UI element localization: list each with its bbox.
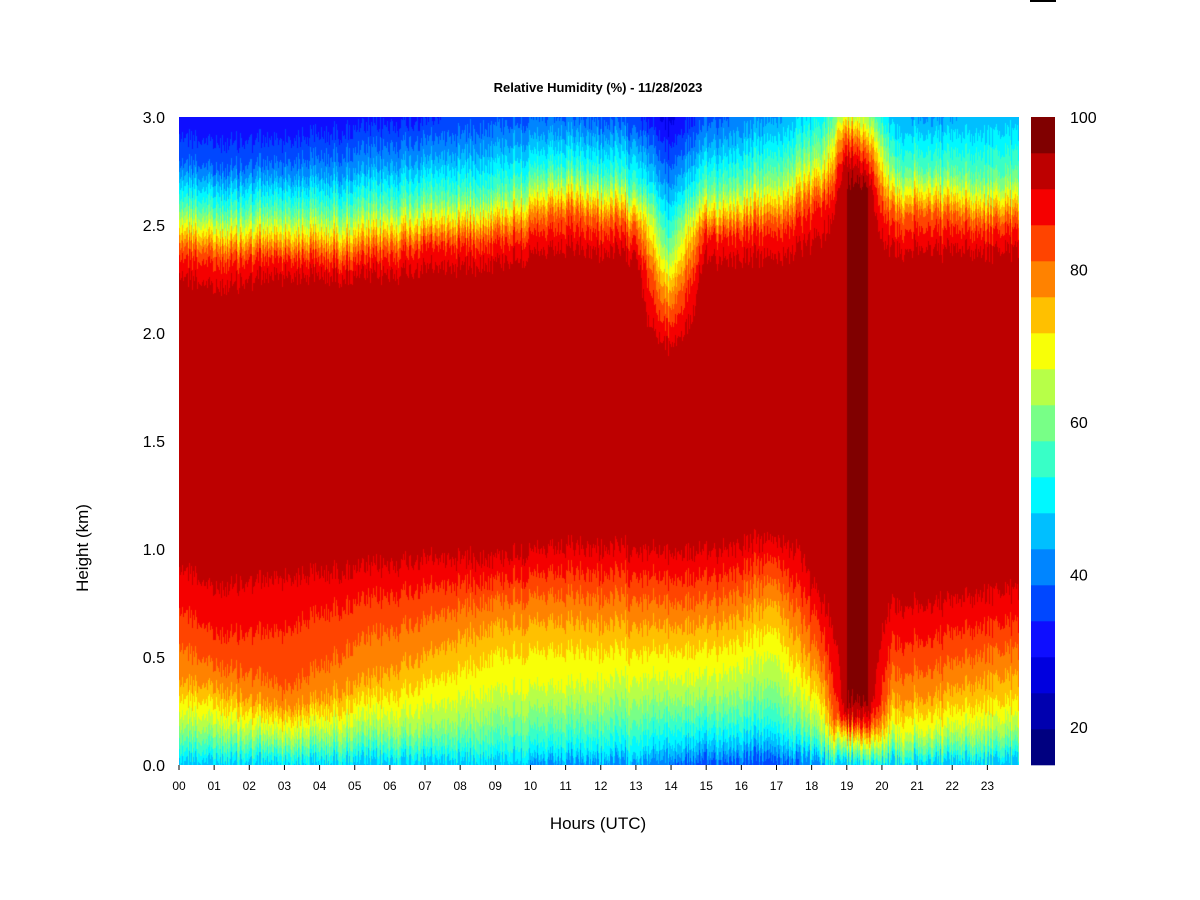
- colorbar-level: [1031, 225, 1055, 262]
- colorbar-level: [1031, 117, 1055, 154]
- colorbar-level: [1031, 441, 1055, 478]
- x-tick-label: 01: [207, 779, 221, 793]
- colorbar-tick-label: 100: [1070, 110, 1097, 127]
- colorbar-level: [1031, 693, 1055, 730]
- colorbar-level: [1031, 333, 1055, 370]
- x-axis: 00 01 02 03 04 05 06 07 08 09 10 11 12 13 14 15 16 17 18 19…: [172, 765, 994, 793]
- x-tick-label: 10: [524, 779, 538, 793]
- x-tick-label: 07: [418, 779, 432, 793]
- x-tick-label: 11: [559, 779, 572, 793]
- colorbar-level: [1031, 405, 1055, 442]
- y-tick-label: 2.0: [143, 326, 165, 343]
- colorbar-level: [1031, 477, 1055, 514]
- x-tick-label: 21: [910, 779, 924, 793]
- colorbar-level: [1031, 657, 1055, 694]
- x-tick-label: 23: [981, 779, 995, 793]
- colorbar-level: [1031, 729, 1055, 766]
- x-tick-label: 08: [453, 779, 467, 793]
- x-tick-label: 00: [172, 779, 186, 793]
- x-tick-label: 15: [700, 779, 714, 793]
- colorbar-level: [1031, 261, 1055, 298]
- colorbar-tick-label: 20: [1070, 720, 1088, 737]
- y-tick-label: 1.5: [143, 434, 165, 451]
- colorbar-level: [1031, 189, 1055, 226]
- x-tick-label: 22: [946, 779, 960, 793]
- x-tick-label: 16: [735, 779, 749, 793]
- colorbar-level: [1031, 549, 1055, 586]
- colorbar-level: [1031, 297, 1055, 334]
- colorbar-level: [1031, 369, 1055, 406]
- y-tick-label: 3.0: [143, 110, 165, 127]
- y-axis: 0.0 0.5 1.0 1.5 2.0 2.5 3.0: [143, 110, 165, 775]
- x-tick-label: 14: [664, 779, 678, 793]
- y-axis-label: Height (km): [73, 504, 92, 592]
- colorbar: [1031, 117, 1055, 766]
- x-tick-label: 05: [348, 779, 362, 793]
- chart-title: Relative Humidity (%) - 11/28/2023: [494, 80, 703, 95]
- x-tick-label: 06: [383, 779, 397, 793]
- x-tick-label: 18: [805, 779, 819, 793]
- x-tick-label: 04: [313, 779, 327, 793]
- colorbar-level: [1031, 585, 1055, 622]
- colorbar-tick-label: 40: [1070, 567, 1088, 584]
- x-tick-label: 20: [875, 779, 889, 793]
- colorbar-ticks: 20 40 60 80 100: [1070, 110, 1097, 737]
- heatmap-area: [179, 117, 1019, 765]
- y-tick-label: 1.0: [143, 542, 165, 559]
- x-tick-label: 09: [489, 779, 503, 793]
- x-tick-label: 17: [770, 779, 784, 793]
- x-tick-label: 19: [840, 779, 854, 793]
- colorbar-level: [1031, 513, 1055, 550]
- colorbar-tick-label: 80: [1070, 262, 1088, 279]
- x-axis-label: Hours (UTC): [550, 814, 646, 833]
- y-tick-label: 0.0: [143, 758, 165, 775]
- colorbar-tick-label: 60: [1070, 415, 1088, 432]
- x-tick-label: 03: [278, 779, 292, 793]
- y-tick-label: 2.5: [143, 218, 165, 235]
- x-tick-label: 02: [243, 779, 257, 793]
- x-tick-label: 13: [629, 779, 643, 793]
- y-tick-label: 0.5: [143, 650, 165, 667]
- colorbar-level: [1031, 153, 1055, 190]
- corner-mark: [1030, 0, 1056, 2]
- colorbar-level: [1031, 621, 1055, 658]
- x-tick-label: 12: [594, 779, 608, 793]
